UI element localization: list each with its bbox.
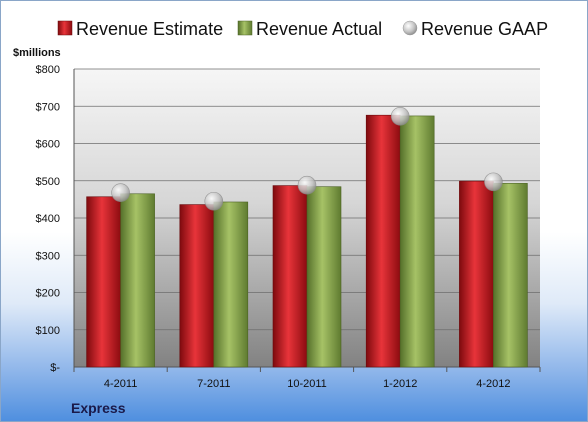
x-axis-ticks: 4-2011 7-2011 10-2011 1-2012 4-2012: [73, 367, 541, 390]
bar-revenue-estimate: [459, 180, 494, 368]
legend-item-revenue-estimate: Revenue Estimate: [57, 19, 223, 39]
marker-revenue-gaap: [390, 107, 410, 126]
y-tick-label: $600: [36, 139, 60, 151]
y-tick-label: $500: [36, 176, 60, 188]
bar-revenue-estimate: [272, 185, 308, 368]
legend-label-revenue-estimate: Revenue Estimate: [76, 19, 223, 39]
legend-item-revenue-gaap: Revenue GAAP: [402, 19, 548, 39]
x-tick-label: 4-2012: [476, 378, 510, 390]
legend-label-revenue-actual: Revenue Actual: [256, 19, 382, 39]
y-tick-label: $800: [36, 64, 60, 76]
legend-label-revenue-gaap: Revenue GAAP: [421, 19, 548, 39]
y-tick-label: $-: [50, 362, 60, 374]
marker-revenue-gaap: [484, 172, 503, 192]
marker-revenue-gaap: [204, 191, 224, 211]
marker-revenue-gaap: [111, 183, 130, 202]
gaap-markers: [111, 107, 503, 211]
x-tick-label: 4-2011: [104, 378, 137, 390]
x-tick-label: 10-2011: [287, 378, 327, 390]
legend: Revenue Estimate Revenue Actual Revenue …: [57, 19, 548, 39]
x-tick-label: 1-2012: [383, 378, 417, 390]
bar-revenue-estimate: [179, 204, 215, 368]
bar-revenue-estimate: [86, 196, 121, 368]
marker-revenue-gaap: [297, 175, 317, 195]
bars: [86, 114, 528, 368]
y-tick-label: $700: [36, 101, 60, 113]
y-tick-label: $100: [36, 325, 60, 337]
y-tick-label: $300: [36, 250, 60, 262]
bar-revenue-estimate: [365, 114, 401, 368]
y-axis-ticks: $- $100 $200 $300 $400 $500 $600 $700 $800: [36, 64, 61, 374]
y-tick-label: $400: [36, 213, 60, 225]
bar-revenue-actual: [213, 201, 249, 368]
bar-revenue-actual: [120, 193, 155, 368]
y-tick-label: $200: [36, 288, 60, 300]
bar-revenue-actual: [399, 115, 435, 368]
bar-revenue-actual: [493, 183, 528, 368]
legend-item-revenue-actual: Revenue Actual: [237, 19, 382, 39]
x-tick-label: 7-2011: [197, 378, 230, 390]
bar-revenue-actual: [306, 186, 342, 368]
company-name: Express: [71, 400, 126, 416]
y-axis-unit-label: $millions: [13, 47, 61, 59]
